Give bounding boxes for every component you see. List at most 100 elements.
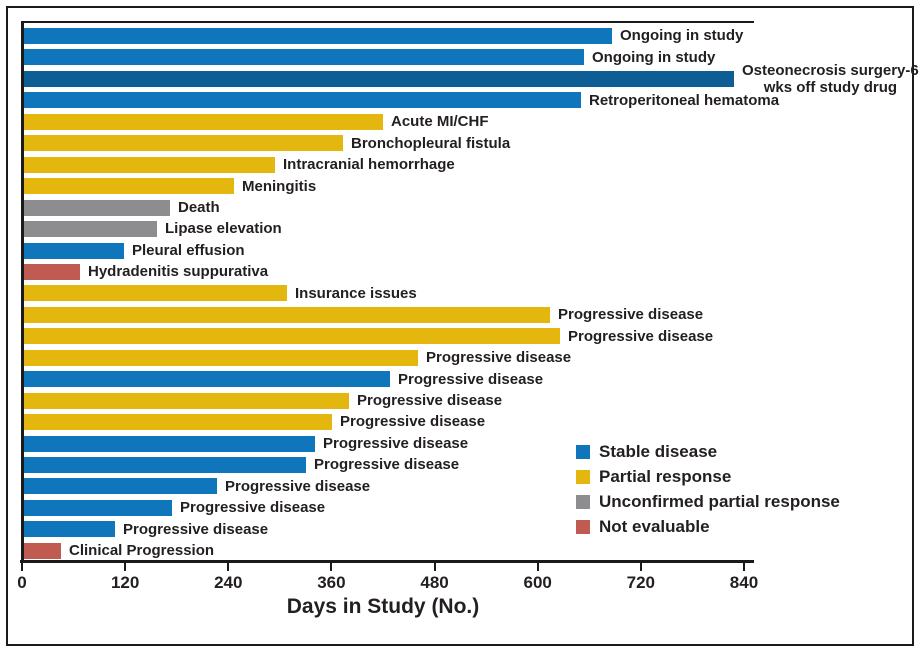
- legend-label: Stable disease: [599, 441, 718, 461]
- x-tick-label: 480: [420, 573, 449, 592]
- bar-label: Progressive disease: [225, 477, 371, 495]
- bar-segment: [24, 113, 383, 130]
- bar-row: Progressive disease: [24, 499, 326, 517]
- x-tick-mark: [742, 562, 745, 571]
- bar-label: Progressive disease: [123, 520, 269, 538]
- bar-segment: [24, 28, 612, 44]
- legend-swatch: [576, 494, 590, 509]
- x-tick-mark: [639, 562, 642, 571]
- bar-segment: [24, 371, 390, 388]
- x-tick-mark: [21, 562, 23, 571]
- bar-row: Progressive disease: [24, 434, 469, 452]
- bar-row: Pleural effusion: [24, 241, 245, 259]
- bar-label: Progressive disease: [357, 392, 503, 410]
- bar-row: Death: [24, 199, 220, 216]
- bar-segment: [24, 306, 550, 323]
- bar-label: Clinical Progression: [69, 542, 215, 560]
- bar-label: Progressive disease: [340, 413, 486, 431]
- bar-label: Lipase elevation: [165, 220, 282, 238]
- bar-segment: [24, 435, 315, 452]
- x-tick-label: 720: [626, 573, 656, 592]
- bar-label: Intracranial hemorrhage: [283, 156, 455, 174]
- bar-segment: [24, 392, 349, 409]
- bar-label: Progressive disease: [398, 370, 544, 388]
- bar-segment: [24, 285, 287, 302]
- bar-label: Meningitis: [242, 177, 317, 195]
- bar-segment: [24, 542, 61, 559]
- bar-label: Progressive disease: [426, 349, 572, 367]
- legend-item: Partial response: [576, 464, 840, 489]
- bar-label: Insurance issues: [295, 284, 417, 302]
- bar-segment: [24, 242, 124, 259]
- x-tick-label: 360: [317, 573, 346, 592]
- bar-row: Progressive disease: [24, 520, 269, 538]
- bar-label: Progressive disease: [568, 327, 714, 345]
- bar-row: Progressive disease: [24, 392, 503, 410]
- legend-swatch: [576, 444, 590, 459]
- bar-label: Pleural effusion: [132, 241, 245, 259]
- bar-row: Meningitis: [24, 177, 317, 195]
- bar-label: Bronchopleural fistula: [351, 134, 511, 152]
- bar-row: Lipase elevation: [24, 220, 282, 238]
- bar-row: Progressive disease: [24, 456, 459, 473]
- bar-row: Progressive disease: [24, 477, 371, 495]
- plot-top-spine: [21, 21, 754, 23]
- legend-swatch: [576, 519, 590, 534]
- x-tick-label: 0: [17, 573, 27, 592]
- bar-row: Intracranial hemorrhage: [24, 156, 455, 174]
- bar-row: Progressive disease: [24, 327, 714, 345]
- legend-item: Not evaluable: [576, 514, 840, 539]
- bar-segment: [24, 349, 418, 366]
- x-tick-mark: [433, 562, 436, 571]
- bar-segment: [24, 70, 734, 87]
- bar-label: Retroperitoneal hematoma: [589, 91, 780, 109]
- bar-segment: [24, 199, 170, 216]
- bar-label: Ongoing in study: [592, 48, 716, 66]
- bar-row: Insurance issues: [24, 284, 417, 302]
- legend-item: Stable disease: [576, 439, 840, 464]
- bar-row: Osteonecrosis surgery-6 wks off study dr…: [24, 62, 919, 96]
- bar-label: Progressive disease: [323, 434, 469, 452]
- bar-label: Hydradenitis suppurativa: [88, 263, 269, 281]
- figure-border: [6, 6, 914, 646]
- bar-row: Progressive disease: [24, 413, 486, 431]
- bar-segment: [24, 221, 157, 238]
- bar-label: Progressive disease: [180, 499, 326, 517]
- bar-label: Ongoing in study: [620, 27, 744, 45]
- x-axis-title: Days in Study (No.): [286, 595, 480, 618]
- x-tick-label: 840: [729, 573, 759, 592]
- x-tick-mark: [227, 562, 230, 571]
- bar-segment: [24, 499, 172, 516]
- bar-segment: [24, 156, 275, 173]
- bar-row: Acute MI/CHF: [24, 113, 489, 131]
- bar-row: Hydradenitis suppurativa: [24, 263, 269, 281]
- bar-row: Progressive disease: [24, 349, 572, 367]
- bar-row: Clinical Progression: [24, 542, 215, 560]
- legend-label: Not evaluable: [599, 516, 710, 536]
- bar-segment: [24, 178, 234, 195]
- bar-segment: [24, 49, 584, 66]
- bar-label: Osteonecrosis surgery-6 wks off study dr…: [742, 61, 919, 96]
- bar-label: Progressive disease: [558, 306, 704, 324]
- bar-label: Acute MI/CHF: [391, 113, 489, 131]
- legend-label: Partial response: [599, 466, 732, 486]
- x-tick-mark: [124, 562, 127, 571]
- bar-segment: [24, 457, 306, 473]
- y-axis-line: [21, 21, 24, 563]
- bar-segment: [24, 328, 560, 345]
- x-tick-mark: [330, 562, 333, 571]
- legend: Stable disease Partial response Unconfirme…: [576, 439, 840, 539]
- bar-row: Progressive disease: [24, 306, 704, 324]
- x-axis-line: [20, 560, 754, 563]
- bar-segment: [24, 521, 115, 538]
- x-tick-label: 120: [110, 573, 140, 592]
- x-tick-label: 240: [214, 573, 243, 592]
- bars-area: Ongoing in study Ongoing in study Osteonec…: [24, 27, 919, 563]
- bar-row: Ongoing in study: [24, 48, 716, 66]
- bar-row: Bronchopleural fistula: [24, 134, 511, 152]
- x-tick-mark: [536, 562, 539, 571]
- x-tick-label: 600: [523, 573, 552, 592]
- bar-segment: [24, 92, 581, 109]
- bar-segment: [24, 414, 332, 431]
